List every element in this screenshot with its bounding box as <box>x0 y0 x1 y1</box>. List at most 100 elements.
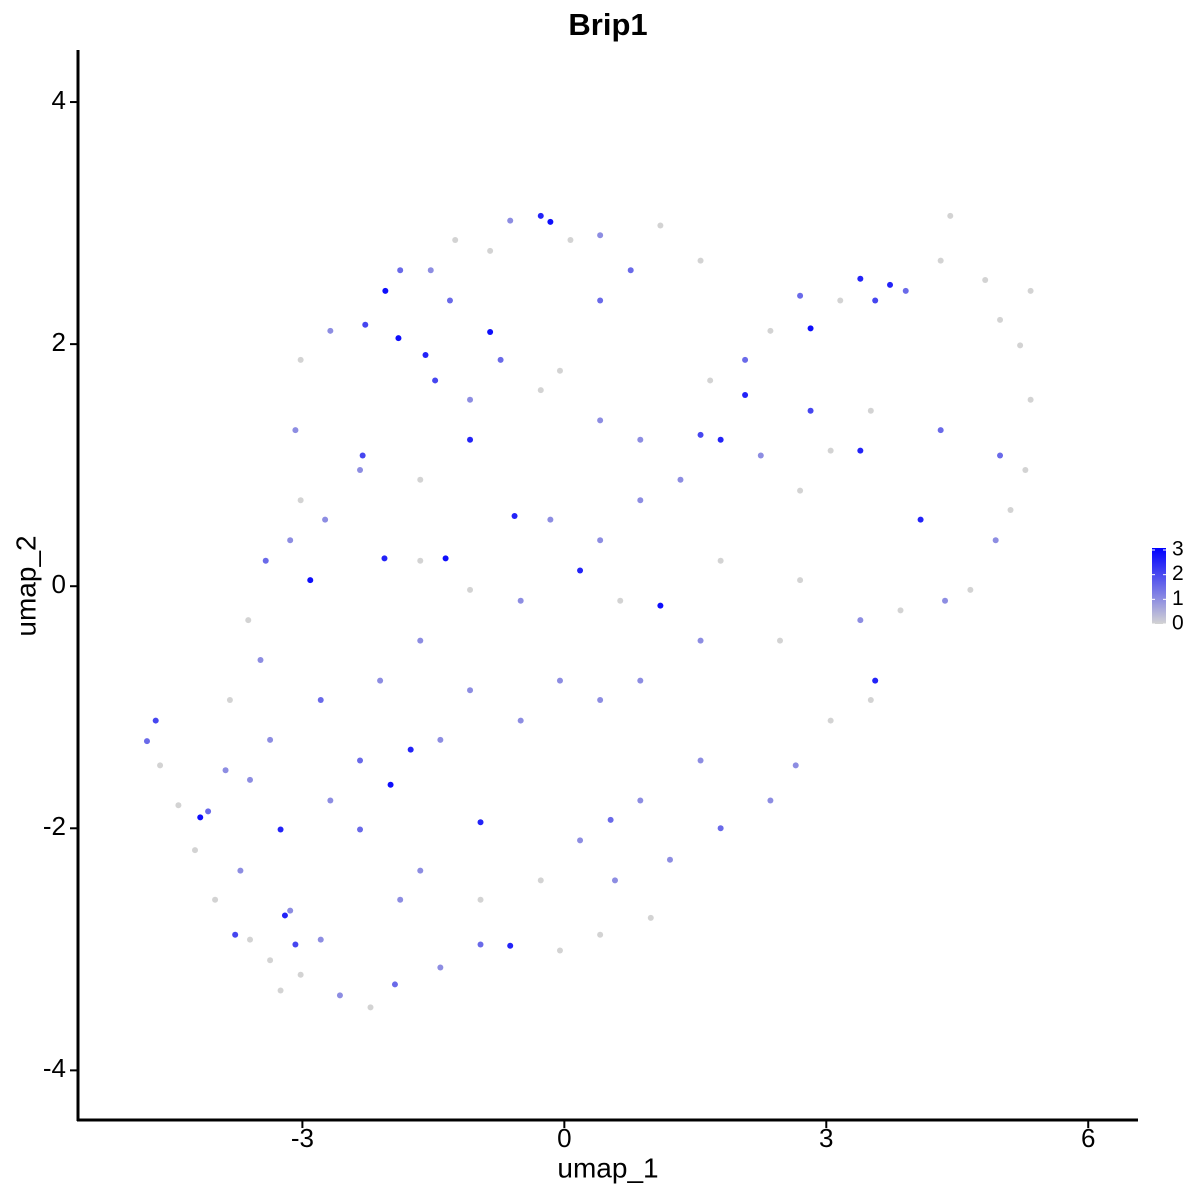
point <box>967 586 974 593</box>
point <box>287 537 294 544</box>
point <box>452 237 459 244</box>
point <box>417 557 424 564</box>
point <box>432 377 439 384</box>
point <box>467 687 474 694</box>
point <box>887 281 894 288</box>
point <box>497 356 504 363</box>
point <box>637 497 644 504</box>
point <box>297 356 304 363</box>
point <box>597 297 604 304</box>
point <box>467 396 474 403</box>
point <box>226 696 233 703</box>
point <box>742 356 749 363</box>
point <box>1027 287 1034 294</box>
point <box>336 992 343 999</box>
point <box>827 717 834 724</box>
point <box>837 297 844 304</box>
point <box>467 436 474 443</box>
point <box>827 447 834 454</box>
point <box>947 212 954 219</box>
y-axis-title: umap_2 <box>10 535 41 636</box>
point <box>517 717 524 724</box>
point <box>277 987 284 994</box>
point <box>997 452 1004 459</box>
point <box>382 287 389 294</box>
colorbar-label: 2 <box>1172 562 1184 585</box>
point <box>212 896 219 903</box>
point <box>387 781 394 788</box>
point <box>797 487 804 494</box>
point <box>277 826 284 833</box>
point <box>577 567 584 574</box>
point <box>407 746 414 753</box>
point <box>362 321 369 328</box>
point <box>517 597 524 604</box>
point <box>872 677 879 684</box>
point <box>597 931 604 938</box>
point <box>143 738 150 745</box>
point <box>367 1004 374 1011</box>
y-tick-label: -4 <box>43 1053 66 1083</box>
y-tick-label: 0 <box>52 569 66 599</box>
point <box>357 826 364 833</box>
y-tick-label: 4 <box>52 85 66 115</box>
point <box>742 391 749 398</box>
colorbar-label: 1 <box>1172 587 1184 610</box>
point <box>292 427 299 434</box>
point <box>942 597 949 604</box>
point <box>427 267 434 274</box>
point <box>247 776 254 783</box>
point <box>797 577 804 584</box>
point <box>157 762 164 769</box>
point <box>537 212 544 219</box>
point <box>857 447 864 454</box>
point <box>857 275 864 282</box>
point <box>422 352 429 359</box>
point <box>267 957 274 964</box>
point <box>152 717 159 724</box>
point <box>597 696 604 703</box>
point <box>507 942 514 949</box>
x-axis-title: umap_1 <box>557 1152 658 1183</box>
point <box>857 617 864 624</box>
point <box>937 257 944 264</box>
point <box>807 407 814 414</box>
x-tick-label: 0 <box>557 1123 571 1153</box>
point <box>222 767 229 774</box>
point <box>577 837 584 844</box>
point <box>357 467 364 474</box>
point <box>992 537 999 544</box>
point <box>1017 342 1024 349</box>
point <box>997 316 1004 323</box>
point <box>446 297 453 304</box>
point <box>556 947 563 954</box>
y-tick-label: 2 <box>52 327 66 357</box>
point <box>547 218 554 225</box>
point <box>607 816 614 823</box>
point <box>611 877 618 884</box>
point <box>281 912 288 919</box>
point <box>262 557 269 564</box>
point <box>567 237 574 244</box>
point <box>487 329 494 336</box>
point <box>647 914 654 921</box>
point <box>697 431 704 438</box>
point <box>507 217 514 224</box>
point <box>657 602 664 609</box>
point <box>637 436 644 443</box>
point <box>359 452 366 459</box>
point <box>627 267 634 274</box>
point <box>597 232 604 239</box>
colorbar-label: 0 <box>1172 612 1184 635</box>
point <box>317 936 324 943</box>
point <box>697 757 704 764</box>
colorbar <box>1152 548 1166 624</box>
point <box>982 276 989 283</box>
point <box>897 607 904 614</box>
point <box>477 941 484 948</box>
point <box>867 696 874 703</box>
point <box>717 557 724 564</box>
point <box>477 896 484 903</box>
point <box>395 335 402 342</box>
point <box>1007 506 1014 513</box>
